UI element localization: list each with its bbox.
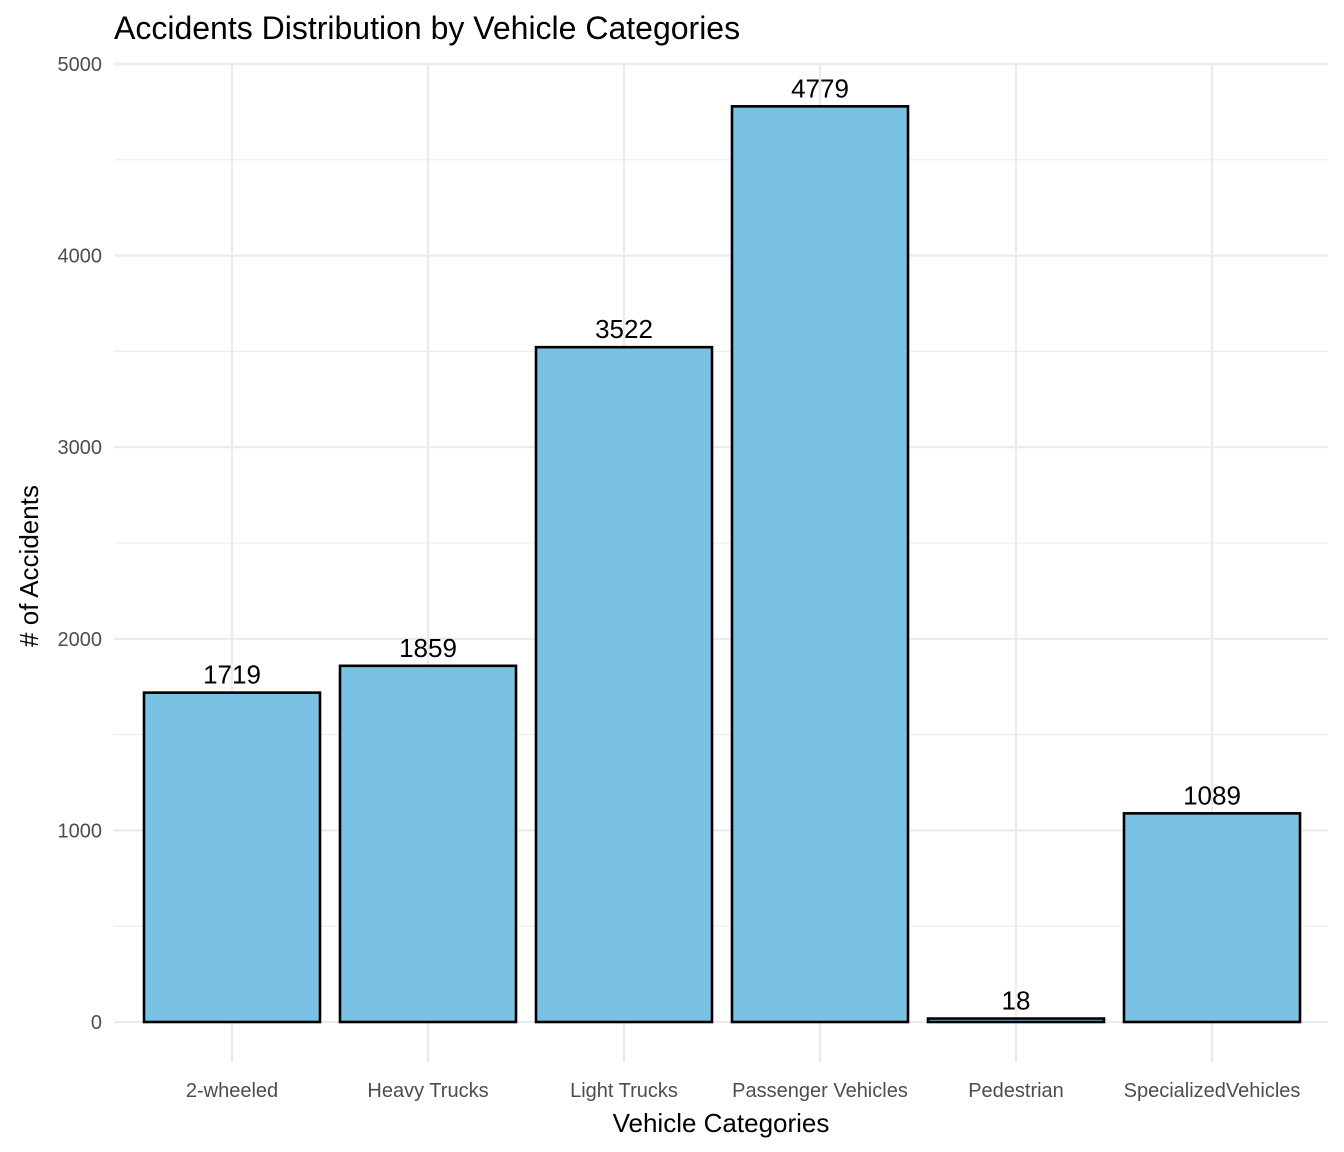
x-axis-ticks: 2-wheeled Heavy Trucks Light Trucks Passeng… [186, 1080, 1301, 1102]
x-tick-label: Pedestrian [968, 1080, 1064, 1102]
y-axis-label: # of Accidents [14, 485, 44, 647]
y-axis-ticks: 0 1000 2000 3000 4000 5000 [58, 54, 103, 1034]
x-tick-label: 2-wheeled [186, 1080, 278, 1102]
data-label: 1859 [399, 633, 457, 663]
y-tick-label: 5000 [58, 54, 103, 76]
x-axis-label: Vehicle Categories [613, 1108, 830, 1138]
bars [142, 105, 1302, 1024]
data-label: 3522 [595, 314, 653, 344]
data-label: 18 [1002, 986, 1031, 1016]
bar-pedestrian [926, 1017, 1106, 1024]
data-label: 1089 [1183, 780, 1241, 810]
x-tick-label: SpecializedVehicles [1124, 1080, 1301, 1102]
bar-2-wheeled [142, 691, 322, 1024]
y-tick-label: 1000 [58, 820, 103, 842]
y-tick-label: 4000 [58, 246, 103, 268]
x-tick-label: Heavy Trucks [367, 1080, 488, 1102]
data-label: 1719 [203, 660, 261, 690]
bar-light-trucks [534, 345, 714, 1024]
y-tick-label: 3000 [58, 437, 103, 459]
data-label: 4779 [791, 73, 849, 103]
y-tick-label: 2000 [58, 629, 103, 651]
bar-passenger-vehicles [730, 105, 910, 1024]
data-labels: 1719 1859 3522 4779 18 1089 [203, 73, 1241, 1015]
chart-title: Accidents Distribution by Vehicle Catego… [114, 10, 740, 46]
bar-heavy-trucks [338, 664, 518, 1024]
x-tick-label: Light Trucks [570, 1080, 678, 1102]
x-tick-label: Passenger Vehicles [732, 1080, 908, 1102]
bar-specializedvehicles [1122, 812, 1302, 1024]
y-tick-label: 0 [91, 1012, 102, 1034]
